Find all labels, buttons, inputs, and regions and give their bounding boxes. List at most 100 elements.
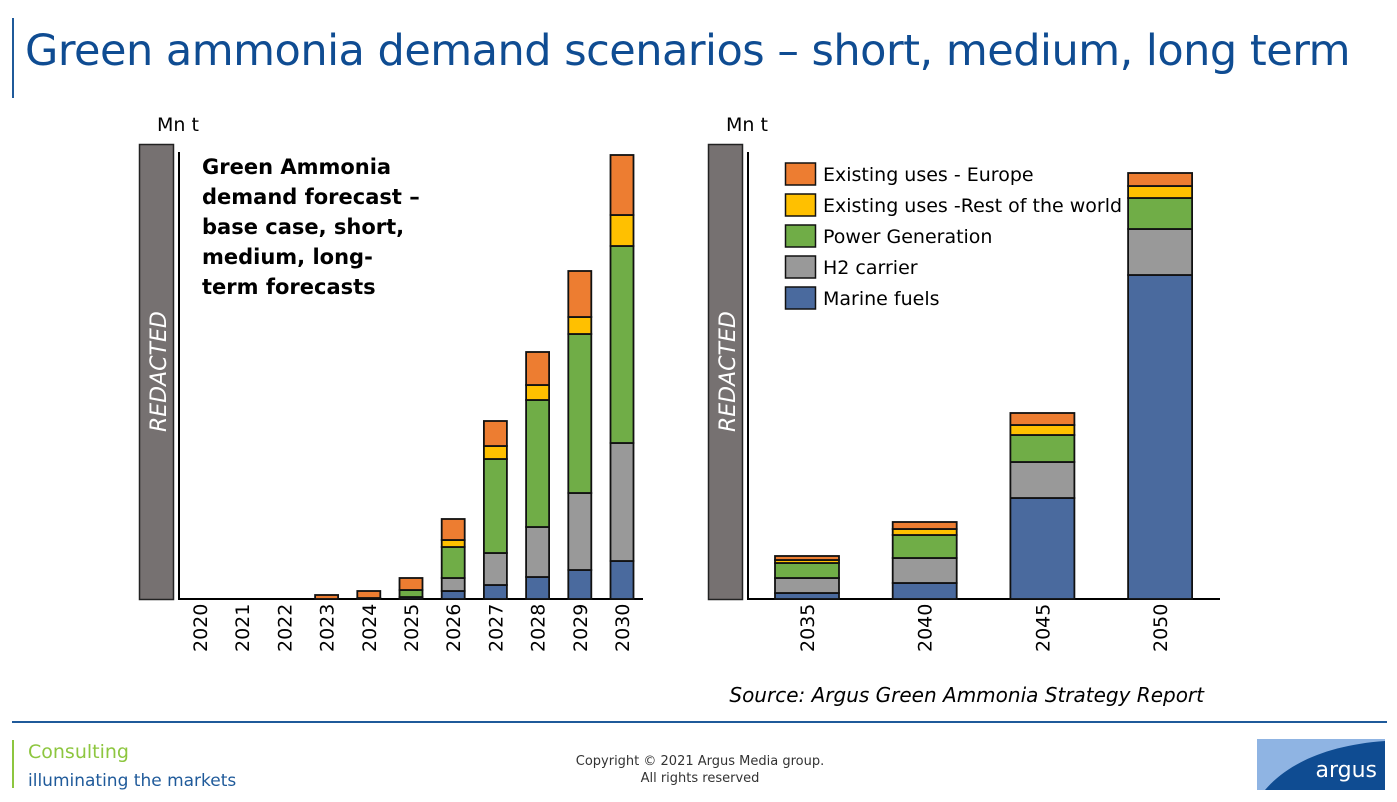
legend-label: Existing uses -Rest of the world xyxy=(823,195,1122,217)
tagline: illuminating the markets xyxy=(28,771,237,791)
bar-segment-2035-power-generation xyxy=(774,562,840,579)
bar-segment-2030-europe xyxy=(609,154,635,216)
bar-segment-2028-europe xyxy=(525,351,550,386)
annotation-line: Green Ammonia xyxy=(202,155,391,179)
bar-segment-2040-h2-carrier xyxy=(891,557,958,584)
bar-segment-2027-rest-of-world xyxy=(482,445,508,460)
bar-segment-2024-europe xyxy=(356,590,382,599)
bar-segment-2028-rest-of-world xyxy=(525,384,550,401)
copyright-line-2: All rights reserved xyxy=(640,771,760,786)
bar-segment-2026-rest-of-world xyxy=(440,539,466,548)
x-tick-label: 2022 xyxy=(274,604,296,652)
bar-segment-2045-power-generation xyxy=(1009,434,1076,463)
logo-swoosh-icon xyxy=(1257,739,1385,790)
legend: Existing uses - Europe Existing uses -Res… xyxy=(784,162,1122,310)
legend-item: Power Generation xyxy=(784,224,992,248)
bar-segment-2030-h2-carrier xyxy=(609,442,635,562)
bar-segment-2050-h2-carrier xyxy=(1127,228,1193,276)
footer-accent-bar xyxy=(12,740,14,788)
legend-label: Power Generation xyxy=(823,226,992,248)
source-note: Source: Argus Green Ammonia Strategy Rep… xyxy=(729,683,1204,707)
bar-segment-2045-europe xyxy=(1009,412,1076,426)
x-tick-label: 2040 xyxy=(915,604,937,652)
legend-swatch-rest-of-world xyxy=(784,193,817,217)
redacted-label: REDACTED xyxy=(147,311,172,432)
bar-segment-2023-europe xyxy=(314,594,340,600)
bar-segment-2026-marine-fuels xyxy=(440,590,466,600)
bar-segment-2040-rest-of-world xyxy=(891,528,958,536)
bar-segment-2026-h2-carrier xyxy=(440,577,466,592)
legend-item: Existing uses -Rest of the world xyxy=(784,193,1122,217)
bar-segment-2026-power-generation xyxy=(440,546,466,579)
bar-segment-2035-marine-fuels xyxy=(774,592,840,600)
bar-segment-2050-power-generation xyxy=(1127,197,1193,230)
legend-item: Existing uses - Europe xyxy=(784,162,1034,186)
bar-segment-2027-power-generation xyxy=(482,458,508,554)
bar-segment-2040-europe xyxy=(891,521,958,530)
redacted-y-axis-block xyxy=(138,143,175,601)
charts-canvas: Mn t REDACTED Green Ammonia demand foreca… xyxy=(138,114,1220,652)
x-tick-label: 2023 xyxy=(317,604,339,652)
legend-label: Marine fuels xyxy=(823,288,940,310)
bar-segment-2050-rest-of-world xyxy=(1127,185,1193,199)
bar-segment-2025-power-generation xyxy=(398,589,424,598)
x-tick-label: 2050 xyxy=(1150,604,1172,652)
argus-logo: argus xyxy=(1257,739,1385,790)
bar-segment-2030-marine-fuels xyxy=(609,560,635,600)
copyright: Copyright © 2021 Argus Media group. All … xyxy=(560,753,840,787)
title-accent-bar xyxy=(12,18,14,98)
x-tick-label: 2030 xyxy=(612,604,634,652)
x-tick-label: 2029 xyxy=(570,604,592,652)
legend-swatch-power-generation xyxy=(784,224,817,248)
short-medium-term-chart: Mn t REDACTED Green Ammonia demand foreca… xyxy=(138,114,643,652)
redacted-label: REDACTED xyxy=(716,311,741,432)
bar-segment-2035-h2-carrier xyxy=(774,577,840,594)
annotation-line: demand forecast – xyxy=(202,185,420,209)
x-tick-label: 2024 xyxy=(359,604,381,652)
redacted-y-axis-block xyxy=(707,143,744,601)
bar-segment-2025-europe xyxy=(398,577,424,591)
x-tick-label: 2020 xyxy=(190,604,212,652)
x-tick-label: 2021 xyxy=(232,604,254,652)
bar-segment-2035-europe xyxy=(774,555,840,561)
bar-segment-2045-rest-of-world xyxy=(1009,424,1076,436)
chart-annotation: Green Ammonia demand forecast – base case,… xyxy=(202,155,420,299)
y-unit-label: Mn t xyxy=(726,114,768,136)
annotation-line: medium, long- xyxy=(202,245,373,269)
bar-segment-2029-h2-carrier xyxy=(567,492,593,571)
bar-segment-2050-marine-fuels xyxy=(1127,274,1193,600)
legend-item: Marine fuels xyxy=(784,286,940,310)
bar-segment-2045-h2-carrier xyxy=(1009,461,1076,499)
x-tick-label: 2035 xyxy=(797,604,819,652)
bar-segment-2030-rest-of-world xyxy=(609,214,635,247)
page-title: Green ammonia demand scenarios – short, … xyxy=(25,26,1351,76)
bar-segment-2027-h2-carrier xyxy=(482,552,508,586)
bar-segment-2029-europe xyxy=(567,270,593,318)
copyright-line-1: Copyright © 2021 Argus Media group. xyxy=(575,754,825,769)
bar-segment-2029-marine-fuels xyxy=(567,569,593,600)
bar-segment-2027-europe xyxy=(482,420,508,447)
legend-swatch-h2-carrier xyxy=(784,255,817,279)
bar-segment-2030-power-generation xyxy=(609,245,635,444)
x-tick-label: 2028 xyxy=(528,604,550,652)
legend-item: H2 carrier xyxy=(784,255,918,279)
bar-segment-2040-power-generation xyxy=(891,534,958,559)
bar-segment-2029-power-generation xyxy=(567,333,593,494)
legend-label: H2 carrier xyxy=(823,257,918,279)
logo-text: argus xyxy=(1315,758,1377,783)
x-tick-label: 2025 xyxy=(401,604,423,652)
y-unit-label: Mn t xyxy=(157,114,199,136)
bar-segment-2050-europe xyxy=(1127,172,1193,187)
bar-segment-2028-power-generation xyxy=(525,399,550,528)
bar-segment-2028-h2-carrier xyxy=(525,526,550,578)
legend-label: Existing uses - Europe xyxy=(823,164,1034,186)
bar-segment-2040-marine-fuels xyxy=(891,582,958,600)
bar-segment-2045-marine-fuels xyxy=(1009,497,1076,600)
division-name: Consulting xyxy=(28,741,129,763)
footer-divider xyxy=(12,721,1387,723)
x-tick-label: 2045 xyxy=(1032,604,1054,652)
bar-segment-2028-marine-fuels xyxy=(525,576,550,600)
legend-swatch-marine-fuels xyxy=(784,286,817,310)
x-tick-label: 2026 xyxy=(443,604,465,652)
annotation-line: base case, short, xyxy=(202,215,404,239)
